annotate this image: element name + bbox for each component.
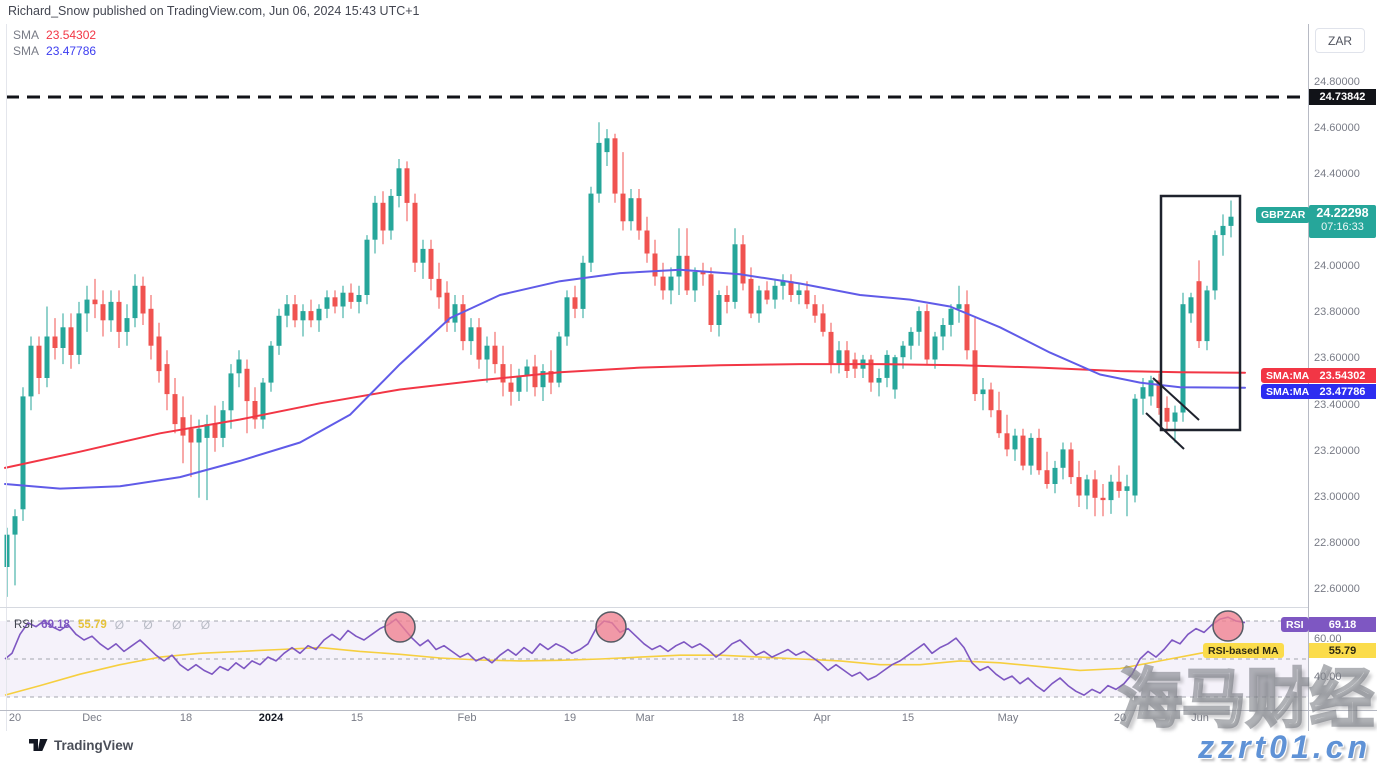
price-tick: 22.80000 [1314,537,1360,549]
price-tick: 23.60000 [1314,352,1360,364]
sma-legend-label: SMA [13,28,40,42]
price-level-label: 24.73842 [1309,89,1376,105]
watermark-url: zzrt01.cn [1198,729,1371,763]
time-tick: 20 [1113,712,1127,724]
price-tick: 24.00000 [1314,260,1360,272]
time-tick: 15 [901,712,915,724]
time-tick: Dec [82,712,102,724]
currency-unit-button[interactable]: ZAR [1315,28,1365,53]
rsi-ma-right-tag: RSI-based MA [1203,643,1284,658]
sma-red-tag: SMA:MA [1261,368,1315,383]
hidden-values-icons[interactable]: Ø Ø Ø Ø [114,618,219,632]
time-tick: 2024 [258,712,284,724]
sma-legend-value: 23.54302 [46,28,97,42]
time-tick: 18 [179,712,193,724]
rsi-ma-legend-value: 55.79 [77,619,107,631]
bar-countdown: 07:16:33 [1321,220,1364,233]
price-tick: 24.60000 [1314,122,1360,134]
price-tick: 24.40000 [1314,168,1360,180]
time-tick: Mar [635,712,655,724]
tradingview-logo-icon [29,739,48,751]
rsi-right-tag: RSI [1281,617,1309,632]
rsi-value-label: 69.18 [1309,617,1376,632]
tradingview-logo-text: TradingView [54,738,134,753]
price-tick: 23.00000 [1314,491,1360,503]
publish-byline: Richard_Snow published on TradingView.co… [8,4,420,18]
last-price-value: 24.22298 [1316,206,1369,220]
rsi-legend[interactable]: RSI 69.18 55.79 Ø Ø Ø Ø [14,618,218,632]
watermark-cjk: 海马财经 [1117,662,1376,737]
price-tick: 24.80000 [1314,76,1360,88]
rsi-ma-value-label: 55.79 [1309,643,1376,658]
price-tick: 23.20000 [1314,445,1360,457]
rsi-legend-value: 69.18 [41,619,70,631]
sma-legend-label: SMA [13,44,40,58]
time-tick: 18 [731,712,745,724]
sma-red-value-label: 23.54302 [1309,368,1376,383]
time-tick: 20 [8,712,22,724]
sma-legend-row-2[interactable]: SMA 23.47786 [13,44,96,58]
price-tick: 22.60000 [1314,583,1360,595]
symbol-tag: GBPZAR [1256,207,1311,223]
price-tick: 23.80000 [1314,306,1360,318]
time-tick: Apr [813,712,831,724]
sma-blue-value-label: 23.47786 [1309,384,1376,399]
rsi-legend-title: RSI [14,619,34,631]
time-tick: May [997,712,1019,724]
sma-blue-tag: SMA:MA [1261,384,1315,399]
rsi-tick: 40.00 [1314,671,1342,683]
time-tick: 15 [350,712,364,724]
time-tick: Jun [1191,712,1209,724]
tradingview-logo[interactable]: TradingView [28,738,133,753]
time-tick: Feb [457,712,477,724]
price-tick: 23.40000 [1314,399,1360,411]
sma-legend-value: 23.47786 [46,44,97,58]
sma-legend-row-1[interactable]: SMA 23.54302 [13,28,96,42]
time-tick: 19 [563,712,577,724]
rsi-tick: 60.00 [1314,633,1342,645]
last-price-label: 24.22298 07:16:33 [1309,205,1376,238]
